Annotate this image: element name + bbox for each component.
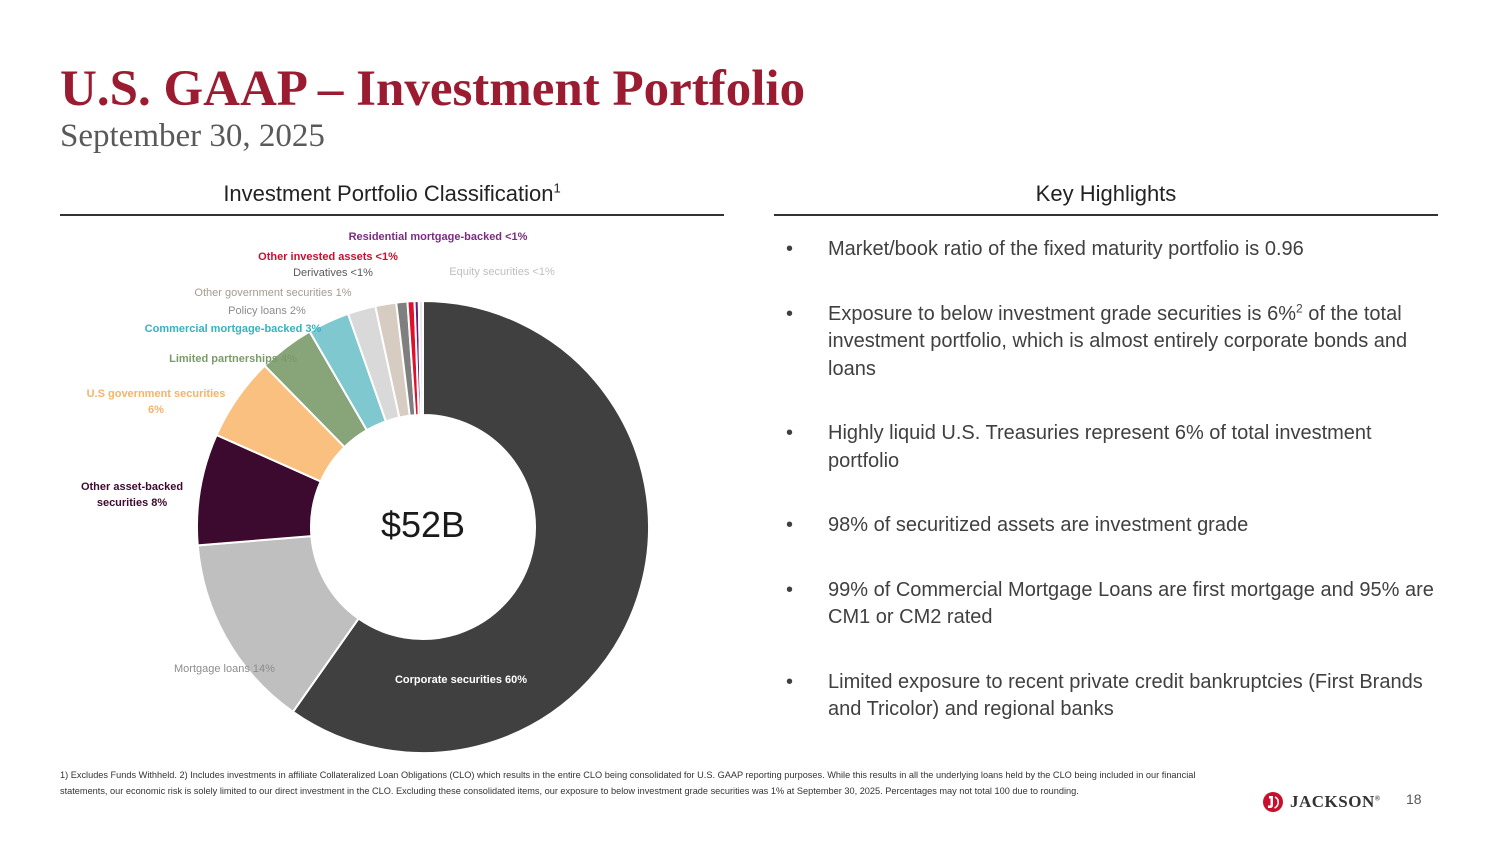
slide-title: U.S. GAAP – Investment Portfolio — [60, 61, 806, 117]
logo-registered-mark: ® — [1374, 794, 1381, 803]
bullet-point: • — [786, 514, 794, 536]
slice-label: Limited partnerships 4% — [169, 353, 297, 365]
slice-label: Other invested assets <1% — [258, 251, 398, 263]
highlight-text: 99% of Commercial Mortgage Loans are fir… — [828, 578, 1434, 629]
slide-subtitle: September 30, 2025 — [60, 118, 325, 154]
slice-label: 6% — [148, 404, 164, 416]
slice-label: Commercial mortgage-backed 3% — [145, 323, 322, 335]
highlight-item: • Exposure to below investment grade sec… — [786, 301, 1436, 384]
slice-label: Residential mortgage-backed <1% — [349, 231, 528, 243]
slice-label: Mortgage loans 14% — [174, 663, 275, 675]
slice-label: Other asset-backed — [81, 481, 183, 493]
key-highlights-list: • Market/book ratio of the fixed maturit… — [786, 236, 1436, 761]
bullet-point: • — [786, 238, 794, 260]
bullet-point: • — [786, 422, 794, 444]
footnote-marker: 1 — [553, 180, 561, 196]
jackson-logo-text: JACKSON® — [1290, 792, 1380, 812]
slice-label: Policy loans 2% — [228, 305, 306, 317]
bullet-point: • — [786, 578, 794, 601]
highlight-text: Exposure to below investment grade secur… — [828, 302, 1297, 325]
highlight-text: 98% of securitized assets are investment… — [828, 514, 1249, 536]
highlight-item: • Highly liquid U.S. Treasuries represen… — [786, 420, 1436, 475]
slice-label: Other government securities 1% — [194, 287, 351, 299]
portfolio-donut-chart: $52B Corporate securities 60% Mortgage lo… — [81, 231, 650, 754]
highlight-text-continued: of the total investment portfolio, which… — [828, 302, 1408, 380]
footnote-marker: 2 — [1296, 300, 1303, 315]
bullet-point: • — [786, 302, 794, 325]
chart-section-heading-text: Investment Portfolio Classification — [223, 181, 554, 206]
bullet-point: • — [786, 670, 794, 693]
jackson-logo: JACKSON® — [1262, 788, 1380, 816]
donut-slice — [291, 299, 650, 754]
page-number: 18 — [1406, 791, 1422, 807]
highlight-text: Limited exposure to recent private credi… — [828, 670, 1423, 721]
donut-center-label: $52B — [381, 504, 465, 545]
highlight-item: • Limited exposure to recent private cre… — [786, 669, 1436, 724]
highlight-item: • 98% of securitized assets are investme… — [786, 512, 1436, 540]
donut-slice — [417, 299, 424, 417]
footnote: 1) Excludes Funds Withheld. 2) Includes … — [60, 770, 1196, 796]
chart-section-heading: Investment Portfolio Classification1 — [60, 178, 724, 216]
slice-label: Corporate securities 60% — [395, 674, 527, 686]
slice-label: securities 8% — [97, 497, 168, 509]
jackson-logo-icon — [1263, 792, 1283, 812]
highlights-heading-text: Key Highlights — [1035, 181, 1177, 206]
highlights-section-heading: Key Highlights — [774, 178, 1438, 216]
slice-label: U.S government securities — [87, 388, 226, 400]
logo-name: JACKSON — [1290, 792, 1375, 811]
highlight-item: • Market/book ratio of the fixed maturit… — [786, 236, 1436, 264]
slice-label: Derivatives <1% — [293, 267, 373, 279]
slice-label: Equity securities <1% — [449, 266, 555, 278]
highlight-text: Highly liquid U.S. Treasuries represent … — [828, 422, 1372, 472]
highlight-item: • 99% of Commercial Mortgage Loans are f… — [786, 577, 1436, 632]
highlight-text: Market/book ratio of the fixed maturity … — [828, 238, 1304, 260]
